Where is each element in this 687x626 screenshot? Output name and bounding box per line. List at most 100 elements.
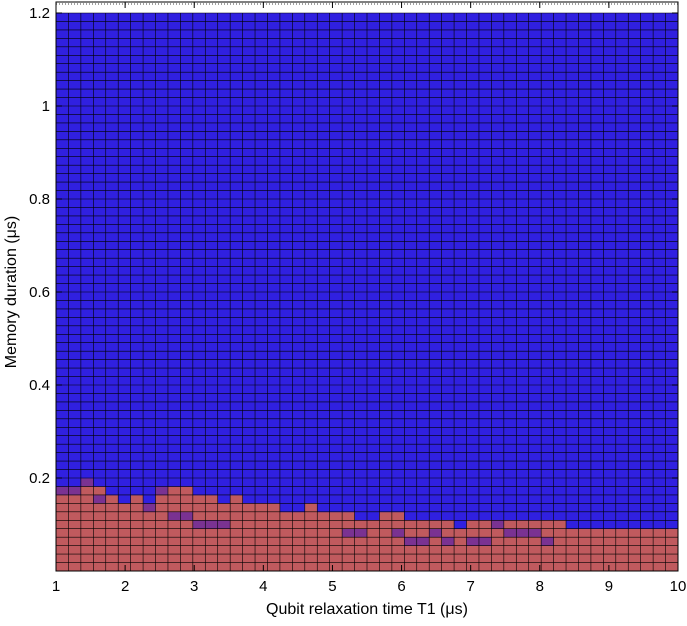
heatmap-cell <box>590 292 604 301</box>
heatmap-cell <box>93 249 107 259</box>
heatmap-cell <box>367 106 380 115</box>
heatmap-cell <box>93 55 107 65</box>
heatmap-cell <box>653 139 666 149</box>
heatmap-cell <box>230 97 243 107</box>
x-tick-label: 8 <box>536 578 544 595</box>
heatmap-cell <box>379 545 393 555</box>
heatmap-cell <box>653 545 666 555</box>
heatmap-cell <box>640 283 654 293</box>
heatmap-cell <box>354 503 368 513</box>
heatmap-cell <box>192 351 206 360</box>
heatmap-cell <box>105 55 119 65</box>
heatmap-cell <box>615 207 629 217</box>
heatmap-cell <box>230 182 243 191</box>
heatmap-cell <box>93 114 107 124</box>
heatmap-cell <box>503 308 517 318</box>
heatmap-cell <box>367 182 380 191</box>
heatmap-cell <box>566 63 579 73</box>
heatmap-cell <box>628 292 641 301</box>
heatmap-cell <box>155 80 169 90</box>
heatmap-cell <box>653 401 666 411</box>
heatmap-cell <box>416 29 430 39</box>
heatmap-cell <box>478 156 492 166</box>
heatmap-cell <box>528 554 542 563</box>
heatmap-cell <box>416 359 430 369</box>
heatmap-cell <box>255 46 268 56</box>
heatmap-cell <box>491 241 505 251</box>
heatmap-cell <box>590 410 604 420</box>
heatmap-cell <box>578 232 592 242</box>
heatmap-cell <box>255 106 268 115</box>
heatmap-cell <box>553 165 567 174</box>
heatmap-cell <box>566 334 579 344</box>
heatmap-cell <box>180 427 194 437</box>
heatmap-cell <box>192 325 206 335</box>
heatmap-cell <box>541 249 554 259</box>
heatmap-cell <box>56 21 69 31</box>
heatmap-cell <box>279 511 293 521</box>
heatmap-cell <box>80 114 94 124</box>
heatmap-cell <box>130 114 144 124</box>
heatmap-cell <box>317 385 330 394</box>
heatmap-cell <box>105 376 119 386</box>
heatmap-cell <box>118 72 131 81</box>
heatmap-cell <box>130 190 144 200</box>
heatmap-cell <box>640 469 654 479</box>
heatmap-cell <box>317 241 330 251</box>
heatmap-cell <box>578 156 592 166</box>
heatmap-cell <box>317 224 330 234</box>
heatmap-cell <box>68 435 82 445</box>
heatmap-cell <box>404 258 418 267</box>
heatmap-cell <box>118 325 131 335</box>
heatmap-cell <box>354 478 368 487</box>
heatmap-cell <box>553 182 567 191</box>
heatmap-cell <box>615 545 629 555</box>
heatmap-cell <box>180 418 194 428</box>
heatmap-cell <box>503 190 517 200</box>
heatmap-cell <box>367 376 380 386</box>
heatmap-cell <box>566 452 579 462</box>
heatmap-cell <box>478 207 492 217</box>
heatmap-cell <box>441 283 455 293</box>
heatmap-cell <box>167 156 181 166</box>
heatmap-cell <box>267 165 281 174</box>
heatmap-cell <box>342 376 355 386</box>
heatmap-cell <box>541 292 554 301</box>
heatmap-cell <box>391 401 405 411</box>
heatmap-cell <box>143 148 156 158</box>
heatmap-cell <box>404 55 418 65</box>
heatmap-cell <box>255 258 268 267</box>
heatmap-cell <box>466 528 480 538</box>
heatmap-cell <box>391 165 405 174</box>
heatmap-cell <box>615 554 629 563</box>
heatmap-cell <box>503 435 517 445</box>
heatmap-cell <box>367 444 380 453</box>
heatmap-cell <box>578 478 592 487</box>
heatmap-cell <box>155 215 169 225</box>
heatmap-cell <box>503 300 517 310</box>
heatmap-cell <box>429 469 442 479</box>
heatmap-cell <box>93 190 107 200</box>
heatmap-cell <box>503 503 517 513</box>
heatmap-cell <box>242 249 256 259</box>
heatmap-cell <box>391 232 405 242</box>
heatmap-cell <box>640 545 654 555</box>
heatmap-cell <box>653 478 666 487</box>
heatmap-cell <box>590 106 604 115</box>
heatmap-cell <box>342 486 355 496</box>
heatmap-cell <box>628 224 641 234</box>
heatmap-cell <box>93 156 107 166</box>
heatmap-cell <box>143 401 156 411</box>
heatmap-cell <box>317 156 330 166</box>
heatmap-cell <box>441 215 455 225</box>
heatmap-cell <box>267 461 281 470</box>
heatmap-cell <box>317 435 330 445</box>
heatmap-cell <box>118 461 131 470</box>
heatmap-cell <box>217 249 231 259</box>
heatmap-cell <box>429 545 442 555</box>
heatmap-cell <box>354 13 368 22</box>
heatmap-cell <box>491 325 505 335</box>
heatmap-cell <box>379 97 393 107</box>
heatmap-cell <box>354 292 368 301</box>
heatmap-cell <box>267 359 281 369</box>
